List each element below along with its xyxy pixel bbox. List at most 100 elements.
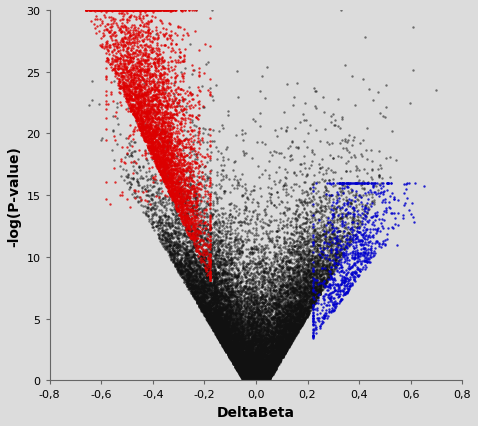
Point <box>213 328 220 335</box>
Point <box>282 282 290 289</box>
Point <box>169 121 176 128</box>
Point <box>202 314 209 320</box>
Point <box>321 266 329 273</box>
Point <box>218 340 226 347</box>
Point <box>168 183 176 190</box>
Point <box>354 252 362 259</box>
Point <box>208 323 216 330</box>
Point <box>294 242 302 249</box>
Point <box>289 310 297 317</box>
Point <box>256 366 264 372</box>
Point <box>199 238 206 245</box>
Point <box>143 184 151 191</box>
Point <box>316 232 324 239</box>
Point <box>359 234 367 241</box>
Point <box>288 336 295 343</box>
Point <box>158 86 165 92</box>
Point <box>245 355 253 362</box>
Point <box>228 352 235 359</box>
Point <box>237 355 244 362</box>
Point <box>233 366 241 373</box>
Point <box>212 302 220 308</box>
Point <box>290 309 297 316</box>
Point <box>123 69 131 75</box>
Point <box>150 148 157 155</box>
Point <box>302 290 309 297</box>
Point <box>273 345 281 352</box>
Point <box>203 199 211 205</box>
Point <box>168 153 176 159</box>
Point <box>264 370 272 377</box>
Point <box>243 369 250 376</box>
Point <box>217 315 225 322</box>
Point <box>272 287 280 294</box>
Point <box>127 59 135 66</box>
Point <box>223 343 230 350</box>
Point <box>156 30 164 37</box>
Point <box>288 312 295 319</box>
Point <box>287 308 295 315</box>
Point <box>202 293 209 299</box>
Point <box>339 243 347 250</box>
Point <box>158 124 166 130</box>
Point <box>316 204 324 210</box>
Point <box>228 354 236 361</box>
Point <box>239 373 247 380</box>
Point <box>282 345 290 351</box>
Point <box>253 365 261 372</box>
Point <box>234 288 242 295</box>
Point <box>301 269 308 276</box>
Point <box>234 304 241 311</box>
Point <box>201 219 208 226</box>
Point <box>271 291 278 297</box>
Point <box>347 186 354 193</box>
Point <box>184 212 191 219</box>
Point <box>284 311 292 318</box>
Point <box>250 288 258 295</box>
Point <box>230 325 238 332</box>
Point <box>295 311 303 317</box>
Point <box>145 130 152 136</box>
Point <box>228 352 235 359</box>
Point <box>163 240 170 247</box>
Point <box>111 8 119 14</box>
Point <box>271 362 279 368</box>
Point <box>276 345 284 352</box>
Point <box>226 319 233 325</box>
Point <box>213 318 221 325</box>
Point <box>284 341 292 348</box>
Point <box>149 127 157 133</box>
Point <box>189 279 197 286</box>
Point <box>179 187 187 194</box>
Point <box>262 317 270 323</box>
Point <box>308 305 316 311</box>
Point <box>286 327 293 334</box>
Point <box>151 96 158 103</box>
Point <box>234 334 242 341</box>
Point <box>226 283 233 290</box>
Point <box>259 342 267 349</box>
Point <box>193 295 200 302</box>
Point <box>205 285 213 292</box>
Point <box>200 206 207 213</box>
Point <box>150 130 157 137</box>
Point <box>158 124 165 130</box>
Point <box>147 126 154 133</box>
Point <box>262 365 270 372</box>
Point <box>245 376 252 383</box>
Point <box>133 178 141 185</box>
Point <box>229 310 237 317</box>
Point <box>246 314 253 321</box>
Point <box>261 374 269 380</box>
Point <box>264 245 272 252</box>
Point <box>291 317 298 324</box>
Point <box>206 281 213 288</box>
Point <box>263 324 271 331</box>
Point <box>209 314 217 321</box>
Point <box>212 320 219 327</box>
Point <box>278 335 285 342</box>
Point <box>247 265 254 272</box>
Point <box>234 363 241 370</box>
Point <box>126 81 133 88</box>
Point <box>267 332 275 339</box>
